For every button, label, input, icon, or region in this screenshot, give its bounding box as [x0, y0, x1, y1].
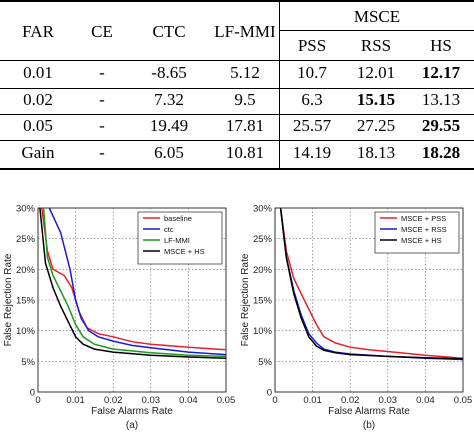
- table-top-rule: [0, 0, 474, 2]
- x-tick-label: 0: [35, 395, 40, 406]
- x-axis-label: False Alarms Rate: [91, 406, 173, 417]
- cell-rss: 27.25: [356, 116, 396, 135]
- y-tick-label: 0: [267, 388, 272, 399]
- cell-far: 0.02: [23, 90, 53, 109]
- header-msce: MSCE: [353, 7, 401, 26]
- table-row-rule: [0, 114, 474, 115]
- y-tick-label: 20%: [253, 265, 273, 276]
- cell-pss: 14.19: [292, 143, 332, 162]
- cell-rss: 12.01: [356, 63, 396, 82]
- cell-rss: 15.15: [356, 90, 396, 109]
- cell-lfmmi: 17.81: [225, 116, 265, 135]
- cell-pss: 25.57: [292, 116, 332, 135]
- cell-far: Gain: [21, 143, 55, 162]
- x-tick-label: 0.03: [142, 395, 161, 406]
- cell-lfmmi: 5.12: [230, 63, 260, 82]
- legend-label: MSCE + HS: [401, 236, 442, 245]
- cell-ce: -: [99, 116, 105, 135]
- cell-ce: -: [99, 143, 105, 162]
- x-tick-label: 0: [272, 395, 277, 406]
- x-tick-label: 0.04: [416, 395, 435, 406]
- legend-box: [374, 211, 460, 254]
- chart-caption: (a): [126, 420, 138, 431]
- chart-b: 0 5% 10% 15% 20% 25% 30% 0 0.01 0.02 0.03 0.04 0.05 F…: [237, 198, 474, 440]
- x-tick-label: 0.03: [379, 395, 398, 406]
- y-tick-label: 10%: [253, 326, 273, 337]
- y-tick-label: 30%: [253, 204, 273, 215]
- legend-label: MSCE + HS: [164, 247, 205, 256]
- cell-ctc: -8.65: [151, 63, 187, 82]
- legend-label: MSCE + RSS: [401, 225, 447, 234]
- legend-label: LF-MMI: [164, 236, 190, 245]
- series-line: [48, 208, 226, 356]
- legend-label: MSCE + PSS: [401, 214, 446, 223]
- header-pss: PSS: [297, 36, 327, 55]
- x-tick-label: 0.01: [303, 395, 322, 406]
- x-axis-label: False Alarms Rate: [328, 406, 410, 417]
- cell-ce: -: [99, 63, 105, 82]
- y-axis-label: False Rejection Rate: [3, 253, 14, 346]
- y-tick-label: 15%: [253, 296, 273, 307]
- chart-caption: (b): [363, 420, 375, 431]
- y-tick-label: 20%: [16, 265, 36, 276]
- x-tick-label: 0.02: [341, 395, 360, 406]
- table-divider: [279, 0, 280, 170]
- cell-ctc: 19.49: [149, 116, 189, 135]
- chart-svg: 0 5% 10% 15% 20% 25% 30% 0 0.01 0.02 0.03 0.04 0.05 F…: [240, 204, 473, 432]
- y-tick-label: 5%: [258, 357, 272, 368]
- header-far: FAR: [22, 22, 54, 41]
- cell-hs: 18.28: [421, 143, 461, 162]
- header-hs: HS: [430, 36, 452, 55]
- cell-far: 0.05: [23, 116, 53, 135]
- cell-hs: 29.55: [421, 116, 461, 135]
- cell-pss: 10.7: [297, 63, 327, 82]
- y-tick-label: 25%: [253, 234, 273, 245]
- y-tick-label: 30%: [16, 204, 36, 215]
- table-bottom-rule: [0, 168, 474, 170]
- series-line: [279, 208, 463, 360]
- series-line: [39, 208, 226, 360]
- y-tick-label: 10%: [16, 326, 36, 337]
- cell-far: 0.01: [23, 63, 53, 82]
- header-ctc: CTC: [152, 22, 186, 41]
- x-tick-label: 0.05: [454, 395, 473, 406]
- x-tick-label: 0.01: [66, 395, 85, 406]
- cell-lfmmi: 9.5: [234, 90, 256, 109]
- legend-box: [137, 211, 223, 265]
- x-tick-label: 0.02: [104, 395, 123, 406]
- legend-label: ctc: [164, 225, 174, 234]
- x-tick-label: 0.04: [179, 395, 198, 406]
- header-lfmmi: LF-MMI: [214, 22, 276, 41]
- series-line: [279, 208, 463, 360]
- cell-rss: 18.13: [356, 143, 396, 162]
- y-tick-label: 15%: [16, 296, 36, 307]
- legend-label: baseline: [164, 214, 192, 223]
- y-tick-label: 25%: [16, 234, 36, 245]
- y-tick-label: 5%: [21, 357, 35, 368]
- table-row-rule: [0, 140, 474, 141]
- cell-ctc: 7.32: [154, 90, 184, 109]
- y-axis-label: False Rejection Rate: [240, 253, 251, 346]
- y-tick-label: 0: [30, 388, 35, 399]
- cell-ce: -: [99, 90, 105, 109]
- cell-hs: 13.13: [421, 90, 461, 109]
- table-header-rule: [0, 60, 474, 61]
- header-ce: CE: [91, 22, 113, 41]
- cell-pss: 6.3: [301, 90, 323, 109]
- msce-group-rule: [280, 30, 474, 31]
- series-line: [42, 208, 226, 358]
- chart-svg: 0 5% 10% 15% 20% 25% 30% 0 0.01 0.02 0.03 0.04 0.05 F…: [3, 204, 236, 432]
- cell-ctc: 6.05: [154, 143, 184, 162]
- cell-lfmmi: 10.81: [225, 143, 265, 162]
- results-table: FAR CE CTC LF-MMI MSCE PSS RSS HS 0.01 -…: [0, 0, 474, 172]
- table-row-rule: [0, 88, 474, 89]
- cell-hs: 12.17: [421, 63, 461, 82]
- x-tick-label: 0.05: [217, 395, 236, 406]
- chart-a: 0 5% 10% 15% 20% 25% 30% 0 0.01 0.02 0.03 0.04 0.05 F…: [0, 198, 237, 440]
- header-rss: RSS: [360, 36, 392, 55]
